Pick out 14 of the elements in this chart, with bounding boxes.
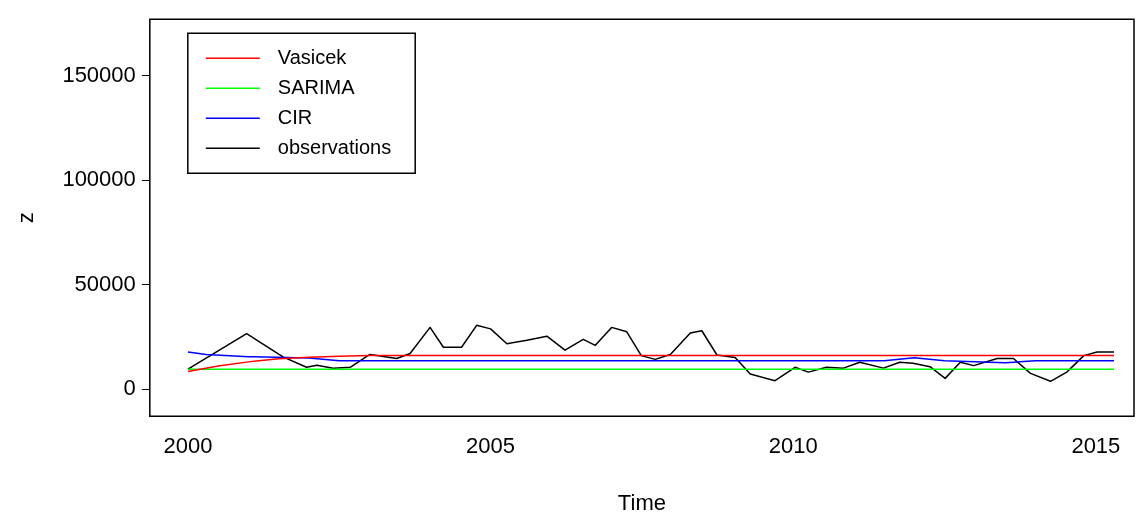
legend-label: Vasicek	[277, 45, 348, 68]
x-tick-label: 2015	[1071, 433, 1121, 459]
y-tick-label: 150000	[62, 61, 136, 87]
legend-label: SARIMA	[277, 75, 356, 98]
x-axis-title: Time	[617, 489, 666, 515]
y-tick-label: 0	[123, 375, 136, 401]
y-axis-title: z	[13, 212, 39, 224]
y-tick-label: 50000	[74, 270, 136, 296]
x-tick-label: 2010	[768, 433, 818, 459]
x-tick-label: 2000	[163, 433, 213, 459]
y-tick-label: 100000	[62, 166, 136, 192]
x-tick-label: 2005	[466, 433, 516, 459]
legend-label: CIR	[277, 105, 313, 128]
legend-label: observations	[277, 135, 392, 158]
